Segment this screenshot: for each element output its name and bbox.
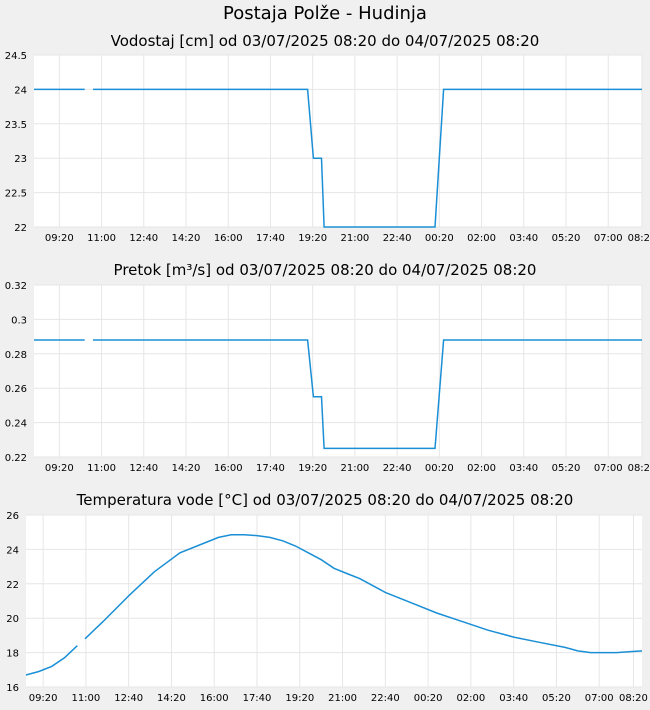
- chart-2-x-tick-label: 21:00: [328, 693, 357, 704]
- chart-2-x-tick-label: 22:40: [371, 693, 400, 704]
- chart-2-series-line: [25, 645, 78, 676]
- chart-0-x-tick-label: 08:20: [628, 233, 650, 244]
- chart-2-x-tick-label: 03:40: [499, 693, 528, 704]
- chart-1-x-tick-label: 08:20: [628, 463, 650, 474]
- chart-0-title: Vodostaj [cm] od 03/07/2025 08:20 do 04/…: [111, 32, 540, 50]
- chart-2-x-tick-label: 17:40: [243, 693, 272, 704]
- chart-0-y-tick-label: 24.5: [5, 51, 27, 62]
- chart-0-x-tick-label: 12:40: [129, 233, 158, 244]
- chart-2-x-tick-label: 08:20: [619, 693, 648, 704]
- chart-0-x-tick-label: 09:20: [45, 233, 74, 244]
- chart-1-y-tick-label: 0.26: [5, 384, 27, 395]
- chart-0-x-tick-label: 00:20: [425, 233, 454, 244]
- chart-2-y-tick-label: 20: [6, 614, 19, 625]
- chart-1-y-tick-label: 0.3: [11, 315, 27, 326]
- chart-1-x-tick-label: 00:20: [425, 463, 454, 474]
- chart-1-x-tick-label: 02:00: [467, 463, 496, 474]
- chart-0-x-tick-label: 07:00: [594, 233, 623, 244]
- chart-0-series-line: [93, 88, 642, 228]
- chart-0-y-tick-label: 22: [14, 223, 27, 234]
- chart-0-y-tick-label: 23.5: [5, 120, 27, 131]
- chart-2-y-tick-label: 18: [6, 649, 19, 660]
- chart-1-x-tick-label: 21:00: [340, 463, 369, 474]
- chart-0-y-tick-label: 23: [14, 154, 27, 165]
- chart-0-x-tick-label: 11:00: [87, 233, 116, 244]
- chart-0-x-tick-label: 02:00: [467, 233, 496, 244]
- chart-2-x-tick-label: 09:20: [29, 693, 58, 704]
- chart-1-y-tick-label: 0.32: [5, 281, 27, 292]
- chart-1-title: Pretok [m³/s] od 03/07/2025 08:20 do 04/…: [114, 261, 537, 279]
- chart-0-x-tick-label: 03:40: [509, 233, 538, 244]
- chart-0-x-tick-label: 05:20: [552, 233, 581, 244]
- chart-1-plot-area: [34, 285, 642, 457]
- chart-2-x-tick-label: 02:00: [456, 693, 485, 704]
- chart-0-y-tick-label: 24: [14, 85, 27, 96]
- page-title: Postaja Polže - Hudinja: [223, 3, 427, 24]
- chart-1-x-tick-label: 17:40: [256, 463, 285, 474]
- chart-1-y-tick-label: 0.22: [5, 453, 27, 464]
- chart-1-x-tick-label: 03:40: [509, 463, 538, 474]
- chart-2-x-tick-label: 19:20: [285, 693, 314, 704]
- chart-1-y-tick-label: 0.24: [5, 419, 27, 430]
- chart-0-plot-area: [34, 55, 642, 227]
- chart-2-title: Temperatura vode [°C] od 03/07/2025 08:2…: [76, 491, 574, 509]
- chart-2-x-tick-label: 05:20: [542, 693, 571, 704]
- chart-1-x-tick-label: 16:00: [214, 463, 243, 474]
- chart-2-x-tick-label: 12:40: [114, 693, 143, 704]
- chart-2-x-tick-label: 14:20: [157, 693, 186, 704]
- chart-1-x-tick-label: 19:20: [298, 463, 327, 474]
- chart-0-x-tick-label: 16:00: [214, 233, 243, 244]
- chart-1-series-line: [93, 339, 642, 450]
- chart-2-y-tick-label: 24: [6, 545, 19, 556]
- chart-1-x-tick-label: 11:00: [87, 463, 116, 474]
- chart-2-y-tick-label: 26: [6, 511, 19, 522]
- chart-1-x-tick-label: 14:20: [172, 463, 201, 474]
- chart-0-x-tick-label: 22:40: [383, 233, 412, 244]
- chart-0-x-tick-label: 21:00: [340, 233, 369, 244]
- chart-0-y-tick-label: 22.5: [5, 189, 27, 200]
- chart-1-y-tick-label: 0.28: [5, 350, 27, 361]
- chart-0-x-tick-label: 19:20: [298, 233, 327, 244]
- chart-2-x-tick-label: 00:20: [414, 693, 443, 704]
- chart-1-x-tick-label: 05:20: [552, 463, 581, 474]
- chart-1-x-tick-label: 12:40: [129, 463, 158, 474]
- chart-2-y-tick-label: 22: [6, 580, 19, 591]
- chart-1-x-tick-label: 22:40: [383, 463, 412, 474]
- chart-2-x-tick-label: 11:00: [71, 693, 100, 704]
- chart-2-x-tick-label: 16:00: [200, 693, 229, 704]
- chart-2-x-tick-label: 07:00: [585, 693, 614, 704]
- chart-0-x-tick-label: 14:20: [172, 233, 201, 244]
- chart-2-y-tick-label: 16: [6, 683, 19, 694]
- chart-2-plot-area: [26, 515, 642, 687]
- chart-1-x-tick-label: 09:20: [45, 463, 74, 474]
- chart-2-series-line: [84, 534, 643, 654]
- chart-0-x-tick-label: 17:40: [256, 233, 285, 244]
- chart-1-x-tick-label: 07:00: [594, 463, 623, 474]
